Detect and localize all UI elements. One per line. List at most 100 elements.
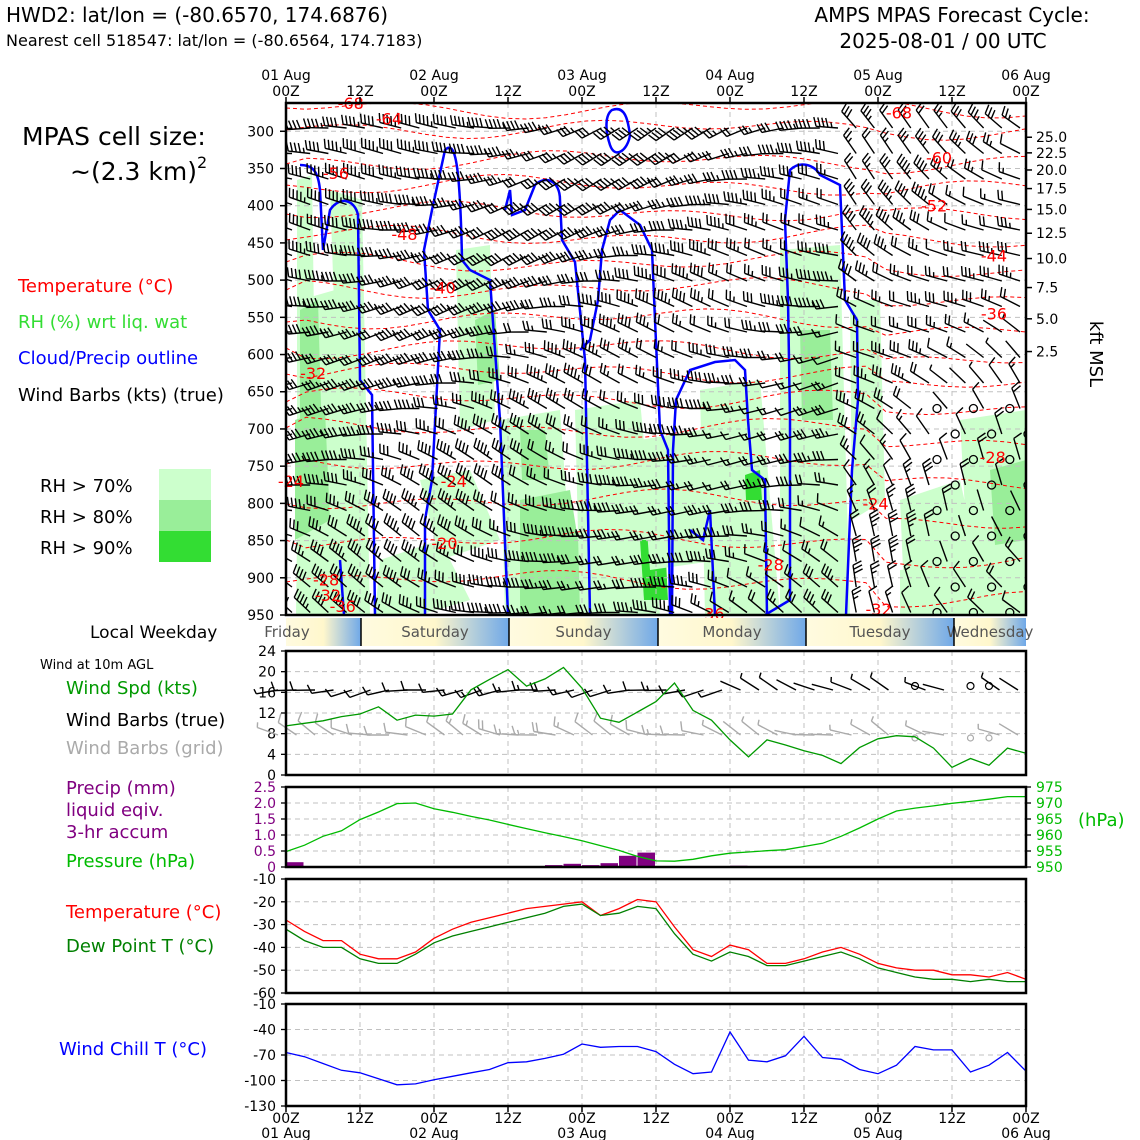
wind-barb — [776, 295, 802, 308]
wind-barb — [501, 201, 529, 216]
wind-barb — [522, 320, 547, 333]
top-date-label: 04 Aug — [705, 68, 755, 84]
pressure-right-tick-label: 975 — [1036, 780, 1063, 796]
temperature-contour-label: -20 — [431, 534, 457, 553]
wind-barb — [501, 252, 529, 266]
pressure-unit-label: (hPa) — [1078, 810, 1125, 831]
wind-barb — [524, 341, 547, 359]
legend-windchill: Wind Chill T (°C) — [59, 1039, 207, 1060]
y-tick-label: -130 — [244, 1099, 276, 1115]
wind-barb — [852, 560, 863, 588]
wind-barb — [741, 522, 766, 537]
cloud-outline-path — [503, 178, 592, 615]
wind-barb — [647, 198, 675, 210]
wind-barb — [414, 113, 438, 129]
kft-axis: 25.022.520.0 17.5 15.0 12.5 10.0 7.5 5.0 2.5 — [1026, 130, 1067, 361]
wind-barb — [702, 127, 730, 139]
y-tick-label: 1.5 — [254, 812, 276, 828]
wind-barb — [519, 252, 548, 266]
wind-barb — [795, 268, 820, 282]
precip-bar — [600, 863, 618, 867]
pressure-line — [285, 795, 1026, 862]
kft-axis-label: kft MSL — [1085, 321, 1106, 387]
wind-barb — [797, 495, 820, 512]
wind-barb — [756, 122, 784, 134]
wind-barb — [342, 138, 365, 155]
wind-barb — [454, 689, 482, 699]
wind-barb — [927, 337, 948, 359]
wind-barb — [288, 212, 311, 231]
wind-barb — [342, 188, 365, 206]
wind-barb — [778, 164, 802, 180]
wind-barb — [410, 327, 438, 341]
wind-barb — [967, 103, 985, 129]
wind-barb — [957, 514, 967, 537]
wind-barb — [451, 392, 475, 410]
y-tick-label: 1.0 — [254, 828, 276, 844]
wind-barb — [556, 273, 584, 284]
swatch-rh80 — [159, 500, 211, 531]
wind-barb — [943, 240, 966, 257]
wind-barb — [323, 138, 347, 155]
wind-barb — [985, 337, 1003, 359]
wind-barb — [556, 250, 584, 263]
precip-bar — [286, 862, 304, 867]
wind-barb — [574, 555, 602, 566]
wind-barb — [942, 266, 966, 282]
calm-circle — [1005, 556, 1015, 567]
wind-barb — [939, 540, 948, 562]
wind-barb — [597, 290, 620, 308]
wind-barb — [999, 133, 1021, 155]
wind-barb — [378, 112, 402, 129]
wind-barb — [323, 471, 347, 486]
wind-barb — [683, 480, 711, 491]
pressure-tick-label: 400 — [247, 199, 274, 215]
wind-barb — [884, 585, 894, 613]
legend-precip-2: liquid eqiv. — [66, 800, 163, 821]
wind-barb — [562, 338, 584, 359]
wind-barb — [436, 438, 457, 461]
wind-barb — [648, 127, 675, 142]
wind-barb — [383, 722, 408, 736]
wind-barb — [311, 588, 329, 614]
wind-barb — [689, 262, 711, 282]
wind-barb — [488, 367, 511, 384]
wind-barb — [726, 567, 748, 588]
bottom-date-label: 05 Aug — [853, 1126, 903, 1140]
wind-barb — [322, 242, 347, 257]
wind-barb — [843, 178, 857, 205]
wind-barb — [726, 237, 748, 257]
wind-barb — [446, 326, 475, 339]
wind-barb — [596, 445, 620, 461]
wind-barb — [286, 557, 293, 563]
wind-barb — [381, 592, 402, 614]
wind-barb — [887, 509, 899, 537]
wind-barb — [547, 686, 575, 696]
wind-barb — [306, 163, 329, 180]
wind-barb — [437, 462, 457, 486]
wind-barb — [610, 202, 639, 214]
wind-barb — [949, 367, 966, 384]
wind-barb — [756, 431, 784, 442]
wind-barb — [862, 458, 876, 486]
wind-barb — [647, 451, 675, 462]
wind-barb — [725, 289, 748, 308]
legend-dewpoint: Dew Point T (°C) — [66, 936, 214, 957]
wind-barb — [756, 406, 784, 416]
weekday-label: Sunday — [555, 623, 611, 641]
wind-barb — [959, 458, 970, 486]
wind-barb — [741, 319, 766, 333]
bottom-time-tick-label: 12Z — [938, 1111, 965, 1127]
wind-barb — [890, 235, 912, 257]
wind-barb — [853, 288, 875, 308]
wind-barb — [543, 467, 566, 486]
wind-barb — [950, 103, 966, 129]
y-tick-label: -20 — [253, 895, 276, 911]
wind-barb — [705, 343, 729, 359]
wind-barb — [525, 494, 548, 512]
wind-barb — [704, 548, 729, 563]
wind-barb — [704, 193, 729, 206]
wind-barb — [490, 490, 511, 512]
kft-tick-label: 5.0 — [1036, 312, 1058, 328]
cloud-outline-path — [670, 358, 769, 615]
